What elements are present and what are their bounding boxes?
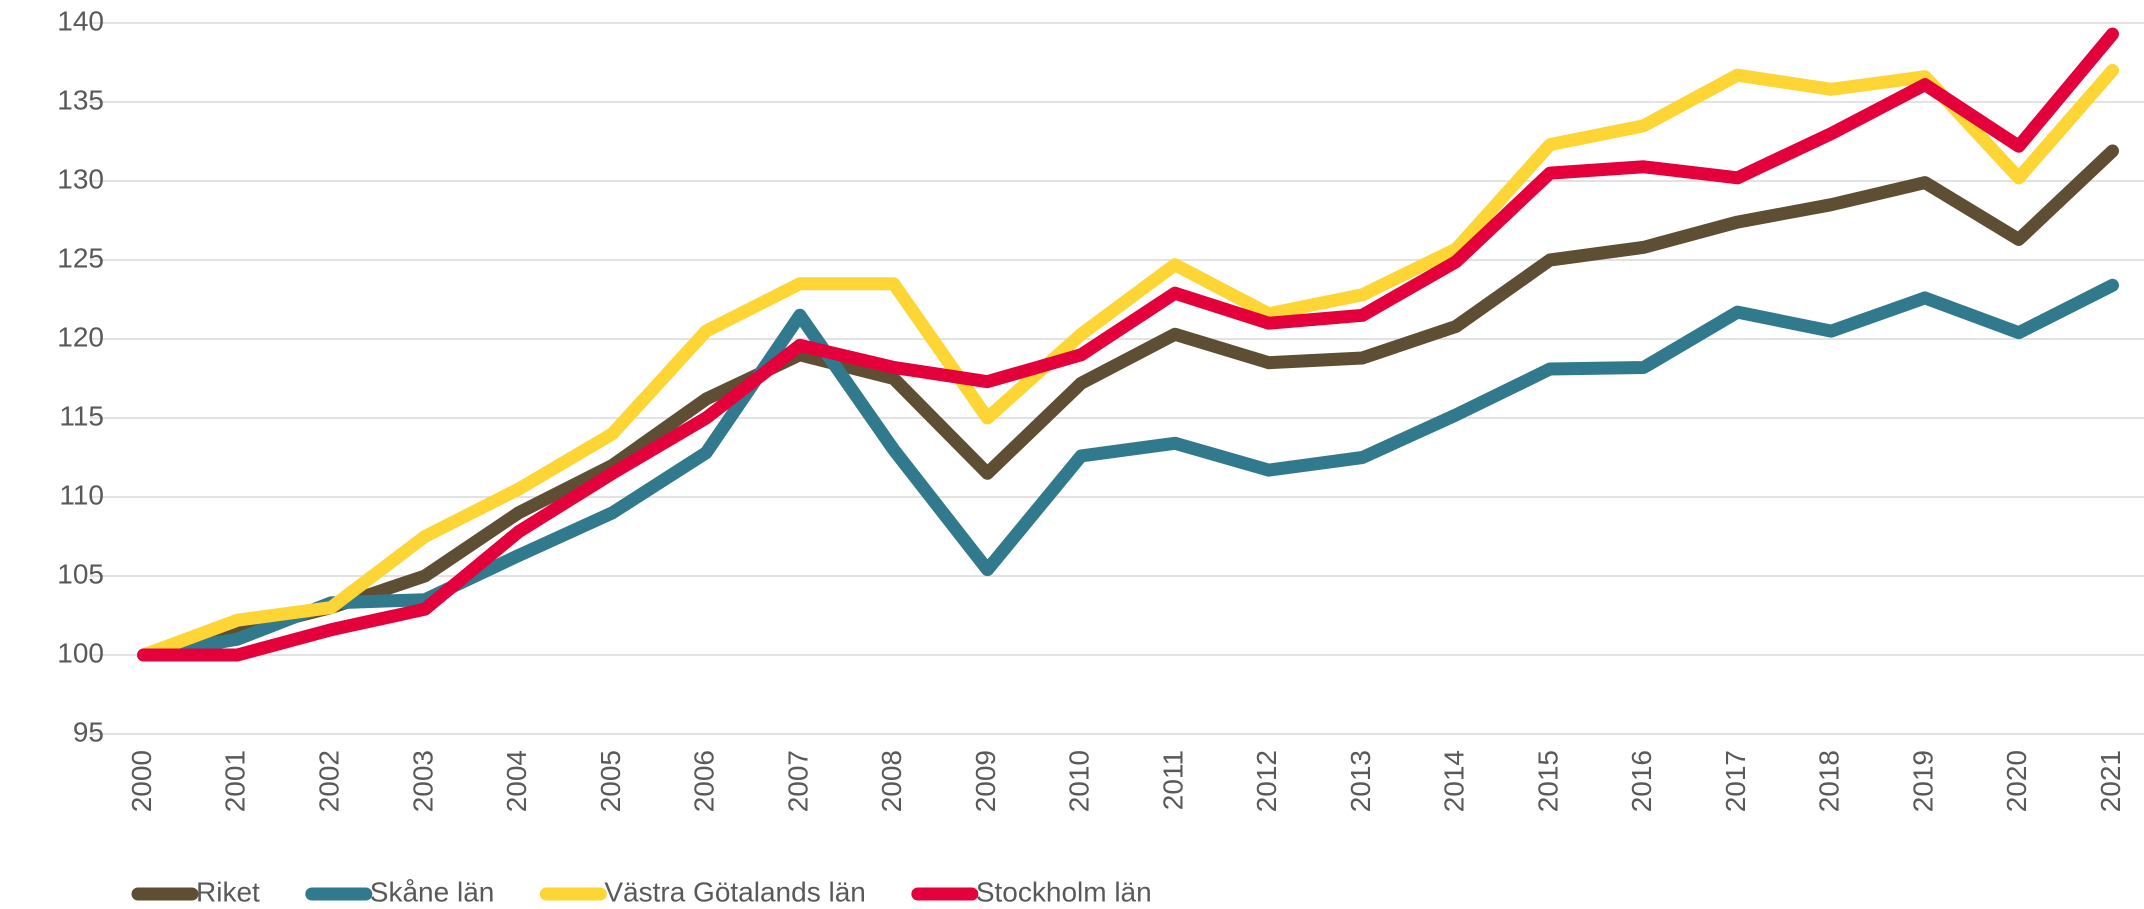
x-tick-label: 2019 bbox=[1907, 750, 1938, 812]
x-tick-label: 2011 bbox=[1157, 750, 1188, 810]
y-tick-label: 110 bbox=[59, 479, 104, 510]
x-tick-label: 2012 bbox=[1251, 750, 1282, 812]
x-tick-label: 2018 bbox=[1814, 750, 1845, 812]
legend-item: Västra Götalands län bbox=[539, 876, 866, 907]
x-tick-label: 2006 bbox=[689, 750, 720, 812]
legend-item: Skåne län bbox=[305, 876, 495, 907]
y-tick-label: 120 bbox=[57, 321, 104, 352]
x-tick-label: 2013 bbox=[1345, 750, 1376, 812]
legend-item: Riket bbox=[131, 876, 260, 907]
x-tick-label: 2020 bbox=[2001, 750, 2032, 812]
x-tick-label: 2021 bbox=[2095, 750, 2126, 812]
x-tick-label: 2009 bbox=[970, 750, 1001, 812]
legend-item: Stockholm län bbox=[911, 876, 1152, 907]
x-tick-label: 2005 bbox=[595, 750, 626, 812]
legend-label: Stockholm län bbox=[976, 876, 1152, 907]
y-tick-label: 130 bbox=[57, 163, 104, 194]
y-tick-label: 105 bbox=[57, 558, 104, 589]
line-series bbox=[137, 27, 2119, 662]
legend-label: Västra Götalands län bbox=[604, 876, 866, 907]
y-tick-label: 95 bbox=[73, 716, 104, 747]
x-tick-label: 2015 bbox=[1532, 750, 1563, 812]
x-tick-label: 2004 bbox=[501, 750, 532, 812]
x-tick-label: 2010 bbox=[1064, 750, 1095, 812]
x-tick-label: 2002 bbox=[314, 750, 345, 812]
legend-label: Skåne län bbox=[370, 876, 495, 907]
line-series bbox=[137, 144, 2119, 662]
x-tick-label: 2000 bbox=[126, 750, 157, 812]
line-series bbox=[137, 63, 2119, 662]
x-tick-label: 2003 bbox=[407, 750, 438, 812]
y-tick-label: 135 bbox=[57, 84, 104, 115]
x-tick-label: 2014 bbox=[1439, 750, 1470, 812]
x-tick-label: 2007 bbox=[782, 750, 813, 812]
legend-label: Riket bbox=[196, 876, 260, 907]
x-tick-label: 2008 bbox=[876, 750, 907, 812]
x-tick-label: 2001 bbox=[220, 750, 251, 812]
x-tick-label: 2017 bbox=[1720, 750, 1751, 812]
x-tick-label: 2016 bbox=[1626, 750, 1657, 812]
y-tick-label: 125 bbox=[57, 242, 104, 273]
y-tick-label: 100 bbox=[57, 637, 104, 668]
y-tick-label: 115 bbox=[59, 400, 104, 431]
y-tick-label: 140 bbox=[57, 5, 104, 36]
